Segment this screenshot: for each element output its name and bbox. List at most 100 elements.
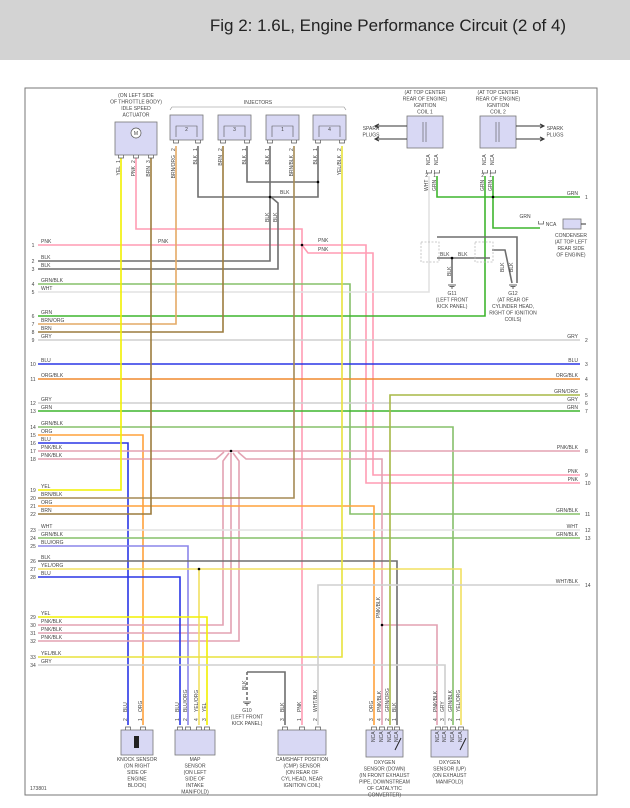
connector-terminal bbox=[195, 140, 201, 144]
pin-number: 2 bbox=[183, 718, 189, 721]
wire-pnk bbox=[301, 244, 580, 476]
right-circuit-number: 5 bbox=[585, 393, 588, 399]
g10-caption: G10 bbox=[242, 708, 252, 714]
pin-cavity-label: NCA bbox=[371, 731, 377, 742]
left-circuit-number: 30 bbox=[30, 623, 36, 629]
pin-number: 1 bbox=[392, 718, 398, 721]
left-circuit-color-label: BLU bbox=[41, 437, 51, 443]
wire-blk bbox=[247, 671, 286, 725]
wire-blk bbox=[38, 146, 271, 262]
spark-plug-arrow-icon bbox=[516, 123, 546, 129]
right-circuit-number: 11 bbox=[585, 512, 590, 518]
spark-plugs-left-label: SPARK bbox=[363, 126, 380, 132]
left-circuit-number: 31 bbox=[30, 631, 36, 637]
wire-yel-org bbox=[38, 568, 462, 725]
left-circuit-color-label: BRN bbox=[41, 508, 52, 514]
connector-terminal bbox=[371, 726, 377, 730]
wire-blk bbox=[437, 236, 518, 283]
map-sensor-caption: MAP bbox=[190, 757, 202, 763]
wire-label: BLK bbox=[458, 252, 468, 258]
wire-org bbox=[38, 434, 144, 725]
right-circuit-number: 14 bbox=[585, 583, 591, 589]
connector-terminal bbox=[267, 140, 273, 144]
pin-number: 2 bbox=[171, 148, 177, 151]
left-circuit-number: 13 bbox=[30, 409, 36, 415]
pin-wire-label: BLK bbox=[280, 702, 286, 712]
wire-label: BLK bbox=[280, 190, 290, 196]
wire-pnk-blk bbox=[38, 452, 240, 642]
spark-plug-arrow-icon bbox=[516, 136, 546, 142]
pin-wire-label: PNK bbox=[131, 165, 137, 176]
left-circuit-number: 24 bbox=[30, 536, 36, 542]
left-circuit-number: 8 bbox=[32, 330, 35, 336]
coil1-caption: IGNITION bbox=[414, 103, 437, 109]
pin-number: 2 bbox=[481, 173, 484, 179]
connector-terminal bbox=[442, 726, 448, 730]
pin-number: 2 bbox=[123, 718, 129, 721]
wire-brn-org bbox=[38, 146, 177, 325]
pin-number: 2 bbox=[448, 718, 454, 721]
pin-number: 1 bbox=[175, 718, 181, 721]
connector-terminal bbox=[177, 726, 183, 730]
coil2-caption: REAR OF ENGINE) bbox=[476, 97, 521, 103]
left-circuit-number: 1 bbox=[32, 243, 35, 249]
right-circuit-color-label: GRN/ORG bbox=[554, 389, 578, 395]
injector-coil-icon bbox=[271, 125, 294, 137]
wire-grn bbox=[38, 176, 486, 317]
pin-cavity-label: NCA bbox=[435, 731, 441, 742]
connector-terminal bbox=[387, 726, 393, 730]
connector-terminal bbox=[118, 155, 124, 159]
connector-terminal bbox=[282, 726, 288, 730]
splice-dot bbox=[300, 243, 304, 247]
wire-yel-blk bbox=[38, 146, 343, 658]
pin-wire-label: WHT/BLK bbox=[313, 689, 319, 712]
wire-yel bbox=[38, 158, 122, 491]
pin-number: 2 bbox=[131, 160, 137, 163]
right-circuit-color-label: PNK bbox=[568, 469, 579, 475]
injector-number: 1 bbox=[281, 127, 284, 133]
injectors-bracket bbox=[169, 106, 347, 111]
connector-terminal bbox=[133, 155, 139, 159]
map-sensor-caption: SENSOR bbox=[184, 764, 206, 770]
map-sensor bbox=[174, 729, 216, 756]
spark-plugs-right-label: SPARK bbox=[547, 126, 564, 132]
connector-terminal bbox=[299, 726, 305, 730]
labels-layer: 1 PNK 2 BLK 3 BLK 4 GRN/BLK 5 WHT 6 GRN 7 BRN/ORG 8 BRN… bbox=[30, 90, 591, 799]
injector-coil-icon bbox=[223, 125, 246, 137]
right-circuit-color-label: BLU bbox=[568, 358, 578, 364]
left-circuit-number: 18 bbox=[30, 457, 36, 463]
ignition-coil1 bbox=[406, 115, 444, 149]
spark-plugs-right-label: PLUGS bbox=[547, 133, 565, 139]
pin-wire-label: BLK bbox=[313, 154, 319, 164]
map-sensor-caption: INTAKE bbox=[186, 783, 204, 789]
cmp-sensor-caption: IGNITION COIL) bbox=[284, 783, 321, 789]
pin-number: 2 bbox=[313, 718, 319, 721]
connector-terminal bbox=[426, 170, 432, 174]
wire-label: PNK/BLK bbox=[376, 596, 382, 618]
wire-blk bbox=[492, 249, 513, 284]
right-circuit-color-label: PNK bbox=[568, 477, 579, 483]
pin-cavity-label: NCA bbox=[490, 154, 496, 165]
wire-grn bbox=[436, 176, 580, 198]
pin-wire-label: YEL/ORG bbox=[456, 690, 462, 712]
left-circuit-number: 33 bbox=[30, 655, 36, 661]
right-circuit-color-label: GRN/BLK bbox=[556, 508, 579, 514]
map-sensor-caption: (ON LEFT bbox=[184, 770, 207, 776]
right-circuit-color-label: GRY bbox=[567, 334, 578, 340]
pin-wire-label: BRN/ORG bbox=[171, 155, 177, 178]
left-circuit-color-label: ORG bbox=[41, 429, 53, 435]
pin-number: 2 bbox=[337, 148, 343, 151]
spark-plug-arrow-icon bbox=[373, 136, 407, 142]
diagram-frame bbox=[24, 87, 598, 796]
g11-caption: KICK PANEL) bbox=[437, 304, 468, 310]
pin-wire-label: ORG bbox=[138, 701, 144, 713]
condenser-wire-label: GRN bbox=[519, 214, 531, 220]
pin-wire-label: PNK bbox=[297, 701, 303, 712]
pin-number: 2 bbox=[289, 148, 295, 151]
left-circuit-color-label: BLK bbox=[41, 255, 51, 261]
pin-number: 1 bbox=[456, 718, 462, 721]
pin-number: 1 bbox=[116, 160, 122, 163]
pin-wire-label: GRN bbox=[480, 180, 486, 192]
right-circuit-number: 4 bbox=[585, 377, 588, 383]
